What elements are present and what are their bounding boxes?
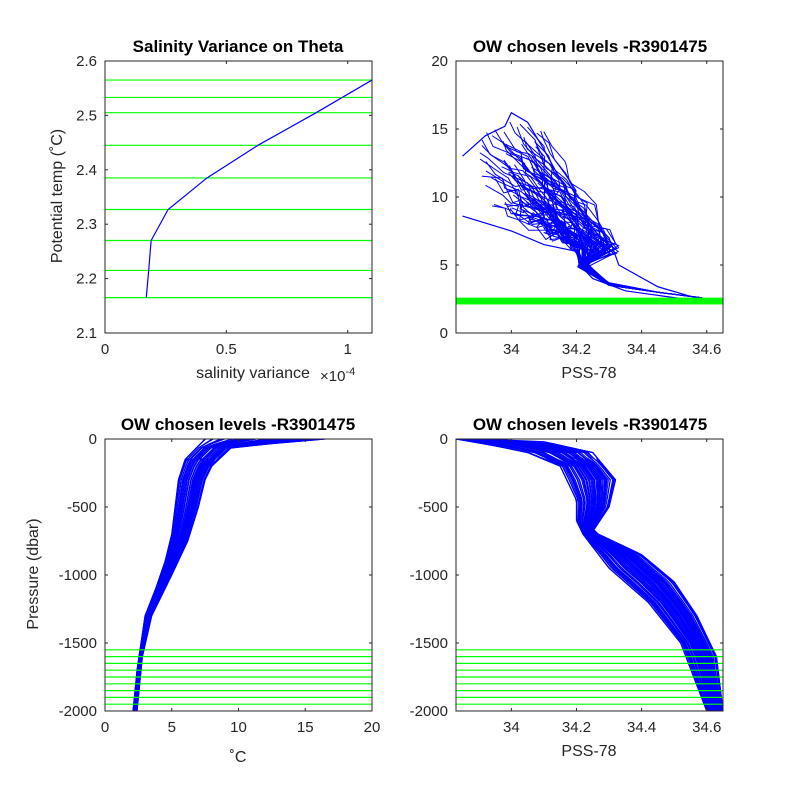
plot-area	[456, 111, 723, 305]
y-tick-label: -2000	[410, 703, 448, 720]
x-axis-exponent: ×10-4	[320, 366, 355, 385]
x-tick-label: 34	[503, 341, 520, 358]
profile-line	[475, 439, 722, 711]
y-tick-label: 10	[431, 189, 448, 206]
envelope-line	[462, 111, 714, 303]
x-axis-label: ˚C	[230, 749, 247, 766]
x-tick-label: 0	[101, 341, 109, 358]
y-tick-label: -2000	[59, 703, 97, 720]
profile-line	[477, 439, 723, 711]
y-tick-label: 2.5	[76, 107, 97, 124]
profile-line	[474, 439, 722, 711]
profile-line	[468, 439, 717, 711]
profile-line	[470, 439, 719, 711]
subplot-theta-salinity: OW chosen levels -R3901475 PSS-78 34 34.2…	[431, 37, 724, 382]
profile-line	[470, 439, 718, 711]
profile-line	[466, 439, 715, 711]
x-tick-label: 34	[503, 719, 520, 736]
chart-title: Salinity Variance on Theta	[133, 37, 344, 56]
profile-line	[466, 439, 715, 711]
profile-line	[456, 439, 708, 711]
plot-area	[456, 439, 723, 711]
x-tick-label: 34.4	[627, 719, 656, 736]
y-tick-label: 0	[440, 431, 448, 448]
plot-area	[105, 79, 372, 299]
x-tick-label: 10	[230, 719, 247, 736]
profile-line	[471, 439, 719, 711]
x-tick-label: 0	[101, 719, 109, 736]
y-tick-label: 2.3	[76, 216, 97, 233]
chart-title: OW chosen levels -R3901475	[473, 415, 707, 434]
y-tick-label: 15	[431, 121, 448, 138]
profile-line	[463, 439, 713, 711]
profile-line	[473, 439, 721, 711]
y-tick-label: -1000	[410, 567, 448, 584]
profile-line	[468, 439, 717, 711]
y-tick-label: 2.6	[76, 53, 97, 70]
profile-line	[509, 121, 723, 304]
plot-area	[105, 439, 372, 711]
x-axis-label: salinity variance	[196, 365, 310, 382]
chart-title: OW chosen levels -R3901475	[121, 415, 355, 434]
y-tick-label: -1500	[59, 635, 97, 652]
profile-line	[461, 439, 712, 711]
profile-line	[471, 439, 718, 711]
x-axis-label: PSS-78	[561, 743, 616, 760]
x-tick-label: 1	[344, 341, 352, 358]
x-tick-label: 34.4	[627, 341, 656, 358]
y-tick-label: 20	[431, 53, 448, 70]
profile-line	[468, 439, 716, 711]
y-tick-label: 5	[440, 257, 448, 274]
axes-box	[104, 60, 373, 334]
subplot-salinity-variance: Salinity Variance on Theta salinity vari…	[49, 37, 373, 385]
y-axis-label: Potential temp (˚C)	[49, 129, 66, 263]
x-tick-label: 5	[168, 719, 176, 736]
subplot-pressure-temperature: OW chosen levels -R3901475 ˚C Pressure (…	[25, 415, 380, 766]
profile-line	[458, 439, 710, 711]
x-tick-label: 34.2	[562, 341, 591, 358]
y-axis-label: Pressure (dbar)	[25, 518, 42, 629]
y-tick-label: 2.4	[76, 162, 97, 179]
profile-line	[463, 439, 714, 711]
profile-line	[472, 439, 720, 711]
profile-line	[469, 439, 718, 711]
y-tick-label: 2.2	[76, 271, 97, 288]
profile-line	[491, 135, 723, 304]
profile-line	[458, 439, 709, 711]
profile-line	[467, 439, 716, 711]
profile-line	[503, 131, 723, 304]
series-line	[145, 79, 372, 298]
profile-line	[514, 164, 723, 304]
y-tick-label: -1500	[410, 635, 448, 652]
x-tick-label: 15	[297, 719, 314, 736]
envelope-line	[478, 439, 723, 711]
x-tick-label: 34.2	[562, 719, 591, 736]
x-tick-label: 0.5	[216, 341, 237, 358]
level-band	[456, 297, 723, 305]
profile-line	[463, 439, 714, 711]
profile-line	[460, 439, 711, 711]
profile-line	[505, 153, 723, 304]
envelope-line	[462, 215, 714, 304]
profile-line	[464, 439, 714, 711]
profile-line	[476, 439, 723, 711]
y-tick-label: -500	[418, 499, 448, 516]
chart-title: OW chosen levels -R3901475	[473, 37, 707, 56]
profile-line	[503, 159, 723, 304]
y-tick-label: 2.1	[76, 325, 97, 342]
x-tick-label: 20	[364, 719, 381, 736]
y-tick-label: 0	[440, 325, 448, 342]
x-axis-label: PSS-78	[561, 365, 616, 382]
envelope-line	[456, 439, 708, 711]
x-tick-label: 34.6	[692, 719, 721, 736]
x-tick-label: 34.6	[692, 341, 721, 358]
y-tick-label: -500	[67, 499, 97, 516]
subplot-pressure-salinity: OW chosen levels -R3901475 PSS-78 34 34.2…	[410, 415, 724, 760]
envelope-line	[132, 439, 206, 711]
envelope-line	[136, 439, 326, 711]
y-tick-label: 0	[89, 431, 97, 448]
profile-line	[459, 439, 711, 711]
y-tick-label: -1000	[59, 567, 97, 584]
